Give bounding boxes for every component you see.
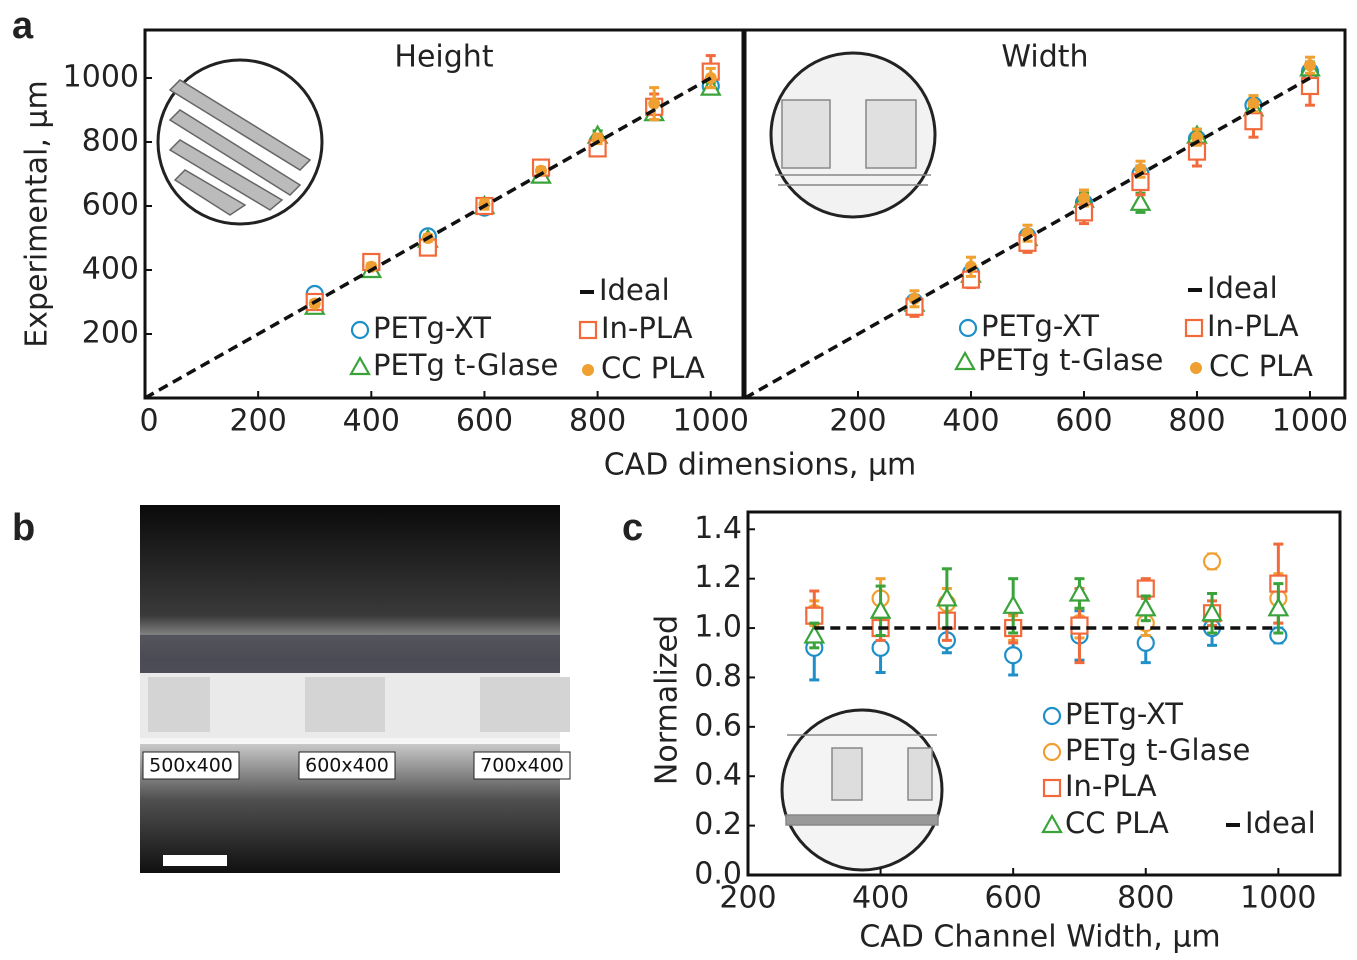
marker [1071,618,1087,634]
y-axis-label: Experimental, μm [20,80,55,347]
panel-label: b [12,507,35,549]
channel [480,677,570,732]
y-tick-label: 600 [82,188,139,223]
inset [158,60,322,224]
legend-label: PETg t-Glase [1065,733,1250,767]
legend-label: Ideal [1207,271,1278,305]
marker [1247,98,1259,110]
legend-label: In-PLA [1207,309,1299,343]
legend-swatch [1044,708,1060,724]
y-tick-label: 0.4 [694,758,742,793]
x-tick-label: 200 [829,404,886,439]
photo-label: 700x400 [480,755,564,777]
x-tick-label: 200 [230,404,287,439]
base-layer [140,738,560,744]
legend-swatch [351,358,369,374]
x-tick-label: 600 [1055,404,1112,439]
y-tick-label: 1000 [63,60,139,95]
x-tick-label: 400 [852,881,909,916]
y-tick-label: 0.2 [694,807,742,842]
x-tick-label: 1000 [1272,404,1348,439]
y-axis-label: Normalized [650,615,685,785]
inset [771,53,935,217]
legend-swatch [1044,744,1060,760]
scale-bar [163,855,227,866]
x-tick-label: 800 [1117,881,1174,916]
x-axis-label: CAD Channel Width, μm [859,920,1220,955]
x-tick-label: 600 [985,881,1042,916]
y-tick-label: 0.8 [694,659,742,694]
legend-label: Ideal [1245,806,1316,840]
marker [1137,599,1155,615]
x-tick-label: 0 [139,404,158,439]
y-tick-label: 800 [82,124,139,159]
chart-title: Width [1001,40,1088,75]
y-tick-label: 400 [82,252,139,287]
legend-label: In-PLA [1065,769,1157,803]
y-tick-label: 200 [82,316,139,351]
inset [782,710,942,870]
photo-label: 500x400 [149,755,233,777]
panel-label: c [622,507,643,549]
legend-label: PETg t-Glase [373,348,558,382]
marker [648,98,660,110]
y-tick-label: 1.2 [694,560,742,595]
panel-label: a [12,5,34,47]
legend-label: Ideal [599,273,670,307]
marker [1070,584,1088,600]
legend-label: PETg-XT [981,309,1099,343]
legend-label: CC PLA [1065,806,1169,840]
legend-label: In-PLA [601,311,693,345]
legend-swatch [1043,816,1061,832]
x-tick-label: 400 [942,404,999,439]
legend-label: CC PLA [1209,349,1313,383]
photo: 500x400 600x400 700x400 [140,505,570,873]
channel [148,677,210,732]
legend-swatch [956,353,974,369]
x-tick-label: 800 [569,404,626,439]
photo-label: 600x400 [305,755,389,777]
marker [1138,581,1154,597]
marker [1245,113,1261,129]
legend-swatch [960,320,976,336]
figure: a b c CAD dimensions, μm 500x400 600x400… [0,0,1357,960]
x-axis-label: CAD dimensions, μm [604,448,917,483]
y-tick-label: 0.0 [694,857,742,892]
legend-swatch [580,322,596,338]
legend-swatch [1044,780,1060,796]
x-tick-label: 600 [456,404,513,439]
marker [1078,192,1090,204]
marker [873,640,889,656]
marker [806,608,822,624]
x-tick-label: 1000 [1240,881,1316,916]
x-tick-label: 1000 [673,404,749,439]
marker [1204,553,1220,569]
legend-label: PETg t-Glase [978,343,1163,377]
legend-label: CC PLA [601,351,705,385]
marker [1004,597,1022,613]
x-tick-label: 800 [1168,404,1225,439]
marker [1005,647,1021,663]
marker [1304,59,1316,71]
channel [305,677,385,732]
legend-label: PETg-XT [1065,697,1183,731]
legend-swatch [352,322,368,338]
marker [1138,635,1154,651]
y-tick-label: 1.0 [694,610,742,645]
legend-label: PETg-XT [373,311,491,345]
y-tick-label: 0.6 [694,708,742,743]
x-tick-label: 400 [343,404,400,439]
legend-swatch [1190,362,1202,374]
glass-layer [140,635,560,673]
legend-swatch [1186,320,1202,336]
chart-title: Height [394,40,493,75]
legend-swatch [582,364,594,376]
y-tick-label: 1.4 [694,511,742,546]
